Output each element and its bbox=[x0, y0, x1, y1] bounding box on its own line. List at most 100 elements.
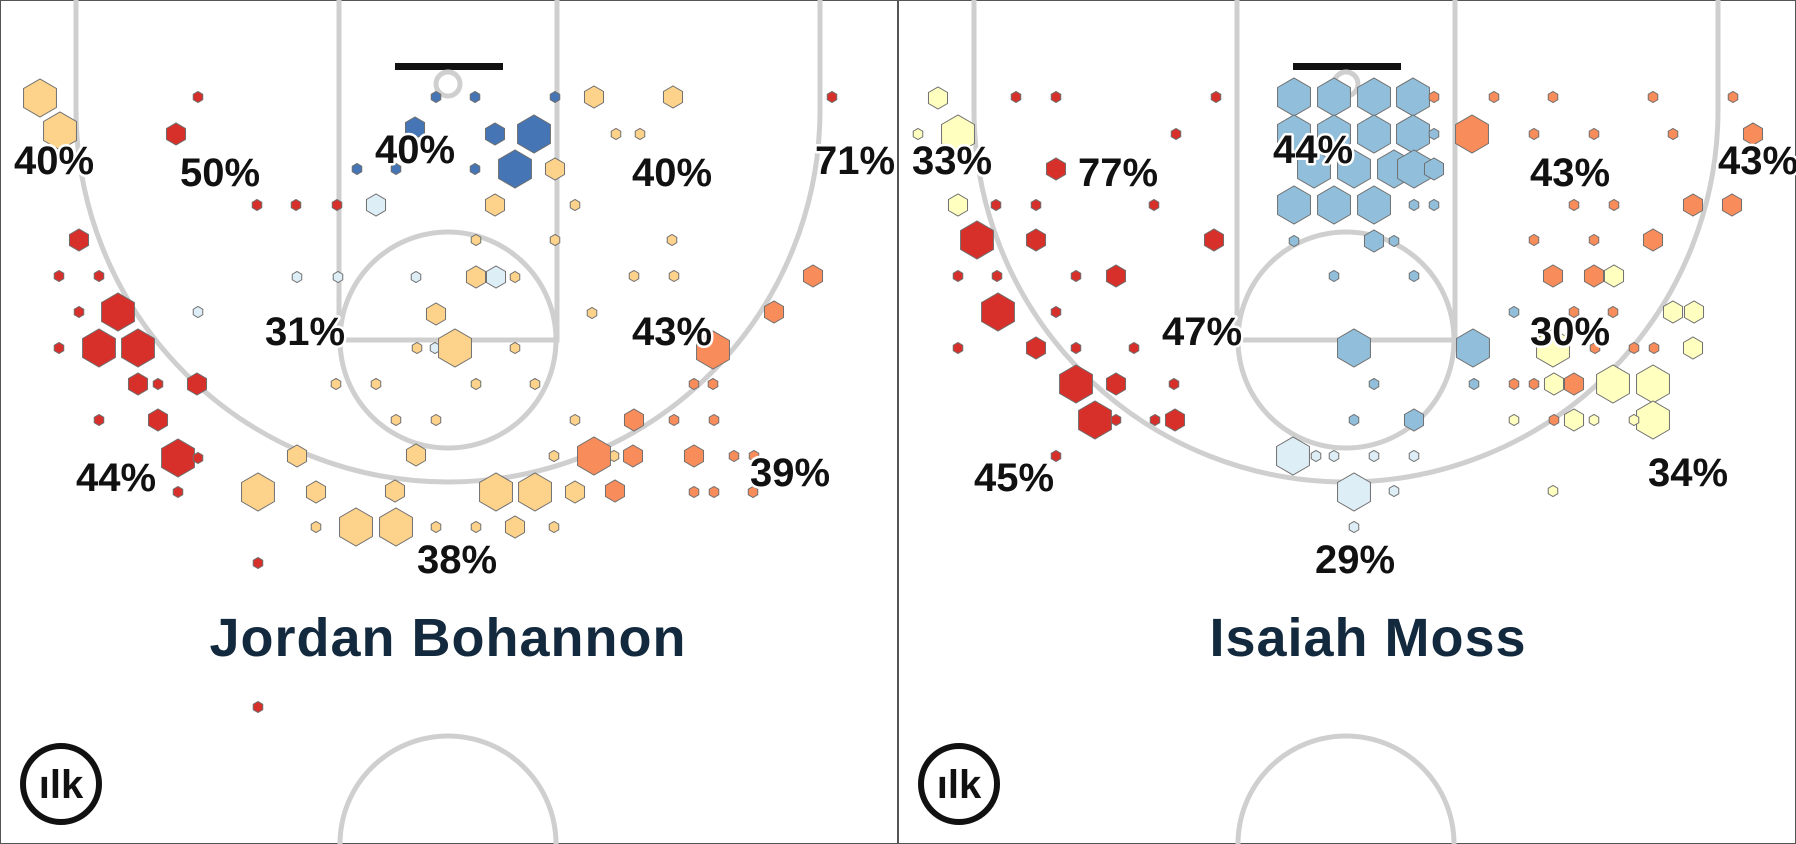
hex-bin bbox=[1010, 90, 1022, 104]
hex-bin bbox=[1050, 305, 1062, 319]
hex-bin bbox=[1328, 449, 1340, 463]
hex-bin bbox=[549, 233, 561, 247]
hex-bin bbox=[1403, 408, 1425, 432]
hex-bin bbox=[1548, 413, 1560, 427]
hex-bin bbox=[1045, 157, 1067, 181]
hex-bin bbox=[127, 372, 149, 396]
hex-bin bbox=[370, 377, 382, 391]
hex-bin bbox=[1210, 90, 1222, 104]
right-panel: 33% 77% 44% 43% 43% 47% 30% 45% 34% 29% … bbox=[898, 0, 1796, 844]
hex-bin bbox=[1070, 269, 1082, 283]
hex-bin bbox=[1276, 436, 1310, 476]
hex-bin bbox=[1059, 364, 1093, 404]
hex-bin bbox=[504, 515, 526, 539]
hex-bin bbox=[826, 90, 838, 104]
hex-bin bbox=[1682, 336, 1704, 360]
hex-bin bbox=[1603, 264, 1625, 288]
hex-bin bbox=[1642, 228, 1664, 252]
hex-bin bbox=[1128, 341, 1140, 355]
hex-bin bbox=[1543, 372, 1565, 396]
hex-bin bbox=[68, 228, 90, 252]
hex-bin bbox=[1348, 413, 1360, 427]
hex-bin bbox=[1337, 472, 1371, 512]
hex-bin bbox=[1648, 341, 1660, 355]
hex-bin bbox=[981, 292, 1015, 332]
logo-mark: ılk bbox=[937, 763, 982, 807]
hex-bin bbox=[707, 377, 719, 391]
hex-bin bbox=[668, 413, 680, 427]
hex-bin bbox=[1568, 305, 1580, 319]
hex-bin bbox=[1288, 234, 1300, 248]
zone-label: 39% bbox=[750, 451, 830, 495]
hex-bin bbox=[1357, 185, 1391, 225]
hex-bin bbox=[23, 78, 57, 118]
hex-bin bbox=[172, 485, 184, 499]
hex-bin bbox=[549, 90, 561, 104]
hex-bin bbox=[1408, 449, 1420, 463]
hex-bin bbox=[1050, 90, 1062, 104]
hex-bin bbox=[517, 114, 551, 154]
backboard bbox=[395, 63, 503, 70]
hex-bin bbox=[430, 413, 442, 427]
hex-bin bbox=[351, 162, 363, 176]
hex-bin bbox=[192, 90, 204, 104]
hex-bin bbox=[186, 372, 208, 396]
hex-bin bbox=[1528, 127, 1540, 141]
hex-bin bbox=[668, 269, 680, 283]
hex-bin bbox=[509, 270, 521, 284]
hex-bin bbox=[405, 443, 427, 467]
hex-bin bbox=[1277, 185, 1311, 225]
hex-bin bbox=[1423, 157, 1445, 181]
hex-bin bbox=[952, 269, 964, 283]
hex-bin bbox=[1348, 520, 1360, 534]
hex-bin bbox=[411, 341, 423, 355]
zone-label: 47% bbox=[1162, 310, 1242, 354]
hex-bin bbox=[1508, 377, 1520, 391]
hex-bin bbox=[339, 507, 373, 547]
hex-bin bbox=[991, 269, 1003, 283]
hex-bin bbox=[1357, 114, 1391, 154]
hex-bin bbox=[748, 449, 760, 463]
hex-bin bbox=[1368, 449, 1380, 463]
hex-bin bbox=[410, 270, 422, 284]
hex-bin bbox=[470, 520, 482, 534]
hex-bin bbox=[498, 149, 532, 189]
zone-label: 33% bbox=[912, 139, 992, 183]
hex-bin bbox=[438, 328, 472, 368]
hex-bin bbox=[708, 413, 720, 427]
hex-bin bbox=[1317, 185, 1351, 225]
hex-bin bbox=[569, 198, 581, 212]
hex-bin bbox=[1721, 193, 1743, 217]
hex-bin bbox=[728, 449, 740, 463]
hex-bin bbox=[1662, 300, 1684, 324]
hex-bin bbox=[465, 265, 487, 289]
hex-bin bbox=[1528, 377, 1540, 391]
hex-bin bbox=[1508, 305, 1520, 319]
hex-bin bbox=[470, 377, 482, 391]
hex-bin bbox=[1742, 122, 1764, 146]
hex-bin bbox=[93, 269, 105, 283]
hex-bin bbox=[763, 300, 785, 324]
hex-bin bbox=[1727, 90, 1739, 104]
zone-label: 43% bbox=[1718, 139, 1796, 183]
hex-bin bbox=[1428, 198, 1440, 212]
hex-bin bbox=[1428, 90, 1440, 104]
hex-bin bbox=[586, 306, 598, 320]
backboard bbox=[1293, 63, 1401, 70]
hex-bin bbox=[610, 127, 622, 141]
hex-bin bbox=[331, 198, 343, 212]
zone-label: 31% bbox=[265, 310, 345, 354]
hex-bin bbox=[1025, 228, 1047, 252]
hex-bin bbox=[604, 479, 626, 503]
hex-bin bbox=[1536, 328, 1570, 368]
hex-bin bbox=[1456, 328, 1490, 368]
hex-bin bbox=[708, 485, 720, 499]
hex-bin bbox=[747, 485, 759, 499]
hex-bin bbox=[379, 507, 413, 547]
hex-bin bbox=[628, 269, 640, 283]
hex-bin bbox=[952, 341, 964, 355]
hex-bin bbox=[252, 556, 264, 570]
hex-bin bbox=[1607, 305, 1619, 319]
hex-bin bbox=[941, 114, 975, 154]
hex-bin bbox=[192, 451, 204, 465]
